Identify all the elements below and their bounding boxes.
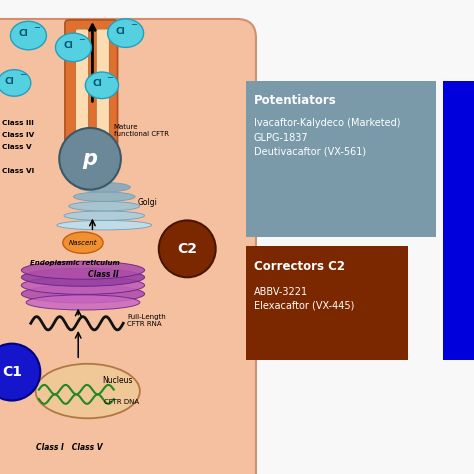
- Text: Class I   Class V: Class I Class V: [36, 444, 102, 452]
- Ellipse shape: [0, 70, 31, 96]
- Text: Correctors C2: Correctors C2: [254, 260, 345, 273]
- Text: Cl: Cl: [92, 79, 102, 88]
- FancyBboxPatch shape: [246, 246, 408, 360]
- Circle shape: [59, 128, 121, 190]
- Text: −: −: [19, 71, 26, 79]
- Text: Mature
functional CFTR: Mature functional CFTR: [114, 124, 169, 137]
- Text: Cl: Cl: [64, 41, 73, 50]
- Text: Cl: Cl: [19, 29, 28, 38]
- Text: Full-Length
CFTR RNA: Full-Length CFTR RNA: [127, 314, 166, 327]
- Ellipse shape: [57, 220, 152, 230]
- Text: Elexacaftor (VX-445): Elexacaftor (VX-445): [254, 301, 354, 311]
- Text: CFTR DNA: CFTR DNA: [104, 399, 139, 405]
- Ellipse shape: [26, 295, 140, 310]
- Ellipse shape: [21, 268, 145, 286]
- FancyBboxPatch shape: [246, 81, 436, 237]
- Text: p: p: [82, 149, 98, 169]
- Circle shape: [0, 344, 40, 401]
- Ellipse shape: [85, 72, 118, 99]
- Text: −: −: [107, 73, 113, 82]
- Text: Nucleus: Nucleus: [102, 376, 132, 384]
- Ellipse shape: [69, 201, 140, 211]
- Ellipse shape: [73, 192, 135, 201]
- Text: Class IV: Class IV: [2, 132, 35, 138]
- Text: Endoplasmic reticulum: Endoplasmic reticulum: [30, 260, 119, 266]
- Ellipse shape: [55, 33, 91, 62]
- FancyBboxPatch shape: [443, 81, 474, 360]
- Text: Golgi: Golgi: [137, 199, 157, 207]
- Ellipse shape: [10, 21, 46, 50]
- Ellipse shape: [21, 261, 145, 279]
- Text: Class V: Class V: [2, 144, 32, 150]
- Text: −: −: [78, 35, 85, 44]
- Text: Class VI: Class VI: [2, 168, 35, 173]
- Ellipse shape: [21, 285, 145, 303]
- Ellipse shape: [64, 211, 145, 220]
- Text: Class II: Class II: [88, 271, 118, 279]
- Ellipse shape: [108, 19, 144, 47]
- Text: −: −: [130, 21, 137, 29]
- Text: Cl: Cl: [116, 27, 126, 36]
- Text: Potentiators: Potentiators: [254, 94, 337, 107]
- Text: Ivacaftor-Kalydeco (Marketed): Ivacaftor-Kalydeco (Marketed): [254, 118, 400, 128]
- Ellipse shape: [78, 182, 130, 192]
- Text: C1: C1: [2, 365, 22, 379]
- FancyBboxPatch shape: [75, 29, 89, 137]
- Circle shape: [159, 220, 216, 277]
- Ellipse shape: [63, 232, 103, 254]
- FancyBboxPatch shape: [0, 19, 256, 474]
- Text: Nascent: Nascent: [69, 240, 97, 246]
- Text: Class III: Class III: [2, 120, 34, 126]
- Ellipse shape: [36, 364, 140, 419]
- FancyBboxPatch shape: [65, 20, 118, 146]
- Text: Cl: Cl: [5, 77, 14, 85]
- Text: GLPG-1837: GLPG-1837: [254, 133, 308, 143]
- Text: ABBV-3221: ABBV-3221: [254, 287, 308, 297]
- Text: C2: C2: [177, 242, 197, 256]
- FancyBboxPatch shape: [96, 29, 109, 137]
- Text: −: −: [33, 23, 40, 32]
- Text: Deutivacaftor (VX-561): Deutivacaftor (VX-561): [254, 147, 366, 157]
- Ellipse shape: [21, 276, 145, 294]
